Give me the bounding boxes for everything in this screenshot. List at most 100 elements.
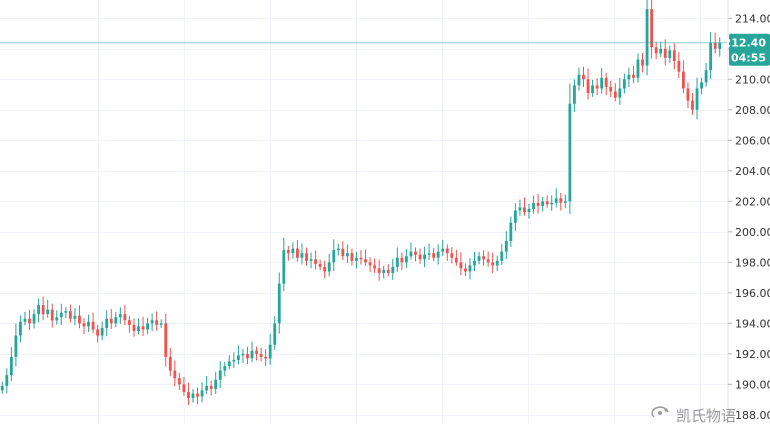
candle xyxy=(78,305,81,329)
candle-body xyxy=(177,378,181,385)
candle-body xyxy=(709,42,713,71)
candle-body xyxy=(645,9,649,66)
candle-body xyxy=(595,85,599,89)
candle-body xyxy=(405,256,408,263)
candle xyxy=(568,83,572,215)
watermark-text: 凯氏物语 xyxy=(676,407,736,424)
candle xyxy=(114,311,118,327)
candle xyxy=(305,247,308,266)
candle xyxy=(541,196,545,212)
candle-body xyxy=(109,318,113,324)
candle-body xyxy=(187,391,190,399)
candle-body xyxy=(536,202,540,206)
candle-body xyxy=(218,370,222,380)
candle-body xyxy=(695,88,699,110)
candle-body xyxy=(223,366,227,371)
candle xyxy=(300,243,304,265)
candle-body xyxy=(491,262,495,266)
candle-body xyxy=(459,262,463,269)
candle xyxy=(668,45,672,63)
candle-body xyxy=(604,77,608,87)
candle xyxy=(491,252,495,274)
candle-body xyxy=(504,240,508,252)
candle-body xyxy=(563,201,567,203)
candle-body xyxy=(87,321,90,327)
candle-body xyxy=(395,257,399,267)
candle-body xyxy=(577,74,581,86)
candle-body xyxy=(486,259,490,263)
candle xyxy=(632,65,635,84)
candle xyxy=(345,244,349,263)
candle-body xyxy=(196,393,199,397)
candle-body xyxy=(191,393,195,399)
candle-body xyxy=(691,100,694,110)
candle-body xyxy=(436,251,440,258)
last-price-tag: 212.40 04:55 xyxy=(724,33,770,66)
candle xyxy=(700,77,703,95)
candle xyxy=(527,203,531,219)
candle xyxy=(654,41,658,60)
candle xyxy=(364,249,367,266)
last-price-tag-background xyxy=(729,33,770,66)
candle xyxy=(559,192,563,211)
candle-body xyxy=(309,259,313,261)
candle-body xyxy=(19,321,22,336)
candle-body xyxy=(681,71,685,89)
candle xyxy=(550,195,554,211)
candle xyxy=(64,307,68,318)
candle xyxy=(554,188,558,208)
candle-body xyxy=(300,253,304,258)
candle xyxy=(459,252,463,276)
candle xyxy=(414,247,417,262)
candle xyxy=(55,310,59,325)
candle-body xyxy=(527,208,531,212)
candle-body xyxy=(78,315,81,324)
candle-body xyxy=(259,353,263,357)
candle xyxy=(595,78,599,96)
candle-body xyxy=(718,42,722,49)
candle-body xyxy=(114,317,118,324)
candle-body xyxy=(559,198,563,203)
candle-body xyxy=(296,248,299,258)
candle-body xyxy=(427,253,431,255)
candle-body xyxy=(182,384,186,392)
candle xyxy=(341,241,345,261)
candle-body xyxy=(73,315,77,319)
candle xyxy=(663,39,667,66)
candle-body xyxy=(164,323,168,357)
candle-body xyxy=(314,259,317,264)
candle xyxy=(214,372,218,394)
candle-body xyxy=(5,375,9,386)
candle-body xyxy=(277,283,281,324)
candle xyxy=(159,319,163,329)
candle-body xyxy=(650,9,654,48)
candle-body xyxy=(236,355,240,360)
candlestick-series xyxy=(0,0,722,405)
candle xyxy=(218,361,222,389)
candle-body xyxy=(82,323,86,327)
candle xyxy=(686,82,690,109)
candle-body xyxy=(464,268,467,272)
candle-body xyxy=(713,42,717,49)
candle-body xyxy=(132,324,136,331)
candle xyxy=(196,387,199,405)
candle-body xyxy=(364,259,367,263)
candle xyxy=(373,258,377,273)
candle-body xyxy=(250,350,254,359)
candle-body xyxy=(227,361,231,367)
candle xyxy=(509,216,513,247)
candle-body xyxy=(659,48,663,54)
candle-body xyxy=(64,311,68,313)
candle xyxy=(563,194,567,209)
candle xyxy=(118,307,122,324)
candle-body xyxy=(268,344,272,359)
candle xyxy=(355,251,358,269)
candle-body xyxy=(609,86,613,92)
candle-body xyxy=(37,305,41,315)
candle-body xyxy=(255,350,258,354)
candle-body xyxy=(600,77,604,89)
candle xyxy=(659,41,663,57)
candle-body xyxy=(55,317,59,321)
candle xyxy=(545,195,549,208)
